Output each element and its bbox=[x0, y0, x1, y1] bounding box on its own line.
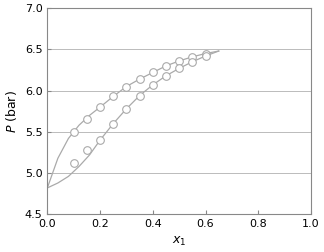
X-axis label: $x_1$: $x_1$ bbox=[172, 235, 186, 248]
Y-axis label: $P$ (bar): $P$ (bar) bbox=[4, 90, 19, 133]
